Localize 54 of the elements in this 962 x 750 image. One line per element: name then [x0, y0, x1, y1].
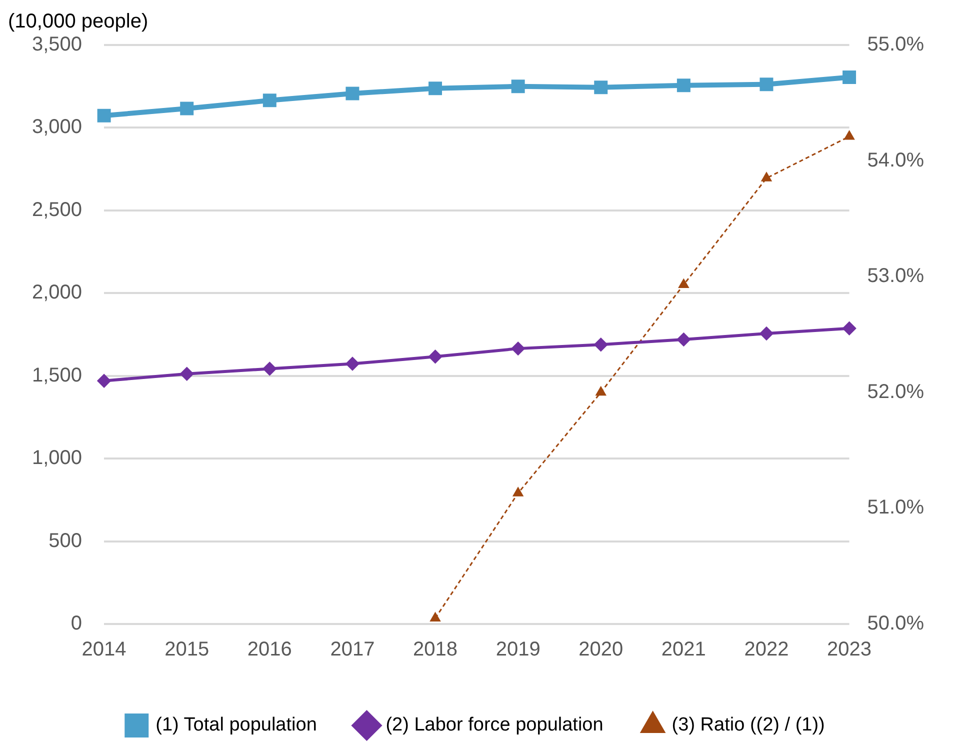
point [98, 374, 111, 388]
point [428, 82, 442, 96]
point [97, 108, 111, 122]
point [596, 386, 606, 396]
legend-label: (3) Ratio ((2) / (1)) [672, 714, 825, 736]
x-tick-label: 2017 [330, 638, 375, 661]
x-tick-label: 2016 [247, 638, 292, 661]
x-tick-label: 2021 [661, 638, 706, 661]
point [844, 130, 854, 140]
y2-tick-label: 53.0% [867, 265, 924, 288]
point [594, 338, 608, 352]
y2-tick-label: 54.0% [867, 149, 924, 172]
point [678, 278, 689, 288]
point [346, 357, 359, 370]
point [180, 102, 194, 116]
y2-tick-label: 50.0% [867, 612, 924, 635]
x-tick-label: 2022 [744, 638, 789, 661]
point [511, 80, 525, 94]
y-axis-title: (10,000 people) [8, 10, 148, 33]
point [761, 172, 772, 182]
point [842, 322, 856, 335]
y-tick-label: 2,500 [32, 198, 82, 221]
point [842, 70, 856, 84]
point [346, 86, 360, 100]
x-tick-label: 2018 [413, 638, 458, 661]
point [263, 362, 276, 376]
point [677, 332, 690, 346]
y-tick-label: 3,500 [32, 34, 82, 56]
point [262, 94, 276, 108]
point [428, 350, 442, 364]
point [676, 78, 690, 92]
y-tick-label: 500 [48, 530, 82, 552]
point [594, 80, 608, 94]
y-tick-label: 3,000 [32, 116, 82, 138]
point [512, 342, 525, 356]
y2-tick-label: 55.0% [867, 34, 924, 56]
x-tick-label: 2023 [827, 638, 872, 661]
y-tick-label: 0 [70, 612, 82, 635]
x-tick-label: 2020 [578, 638, 624, 661]
y-tick-label: 1,500 [32, 364, 82, 386]
point [760, 327, 773, 340]
legend-label: (2) Labor force population [386, 714, 604, 736]
y2-tick-label: 52.0% [867, 380, 924, 403]
point [430, 612, 440, 622]
legend-label: (1) Total population [156, 714, 317, 736]
y-tick-label: 1,000 [32, 447, 82, 470]
point [760, 78, 774, 92]
point [180, 367, 194, 380]
x-tick-label: 2015 [164, 638, 210, 661]
x-tick-label: 2014 [82, 638, 126, 661]
y-tick-label: 2,000 [32, 282, 82, 304]
y2-tick-label: 51.0% [867, 496, 924, 519]
x-tick-label: 2019 [496, 638, 540, 661]
point [512, 487, 524, 496]
